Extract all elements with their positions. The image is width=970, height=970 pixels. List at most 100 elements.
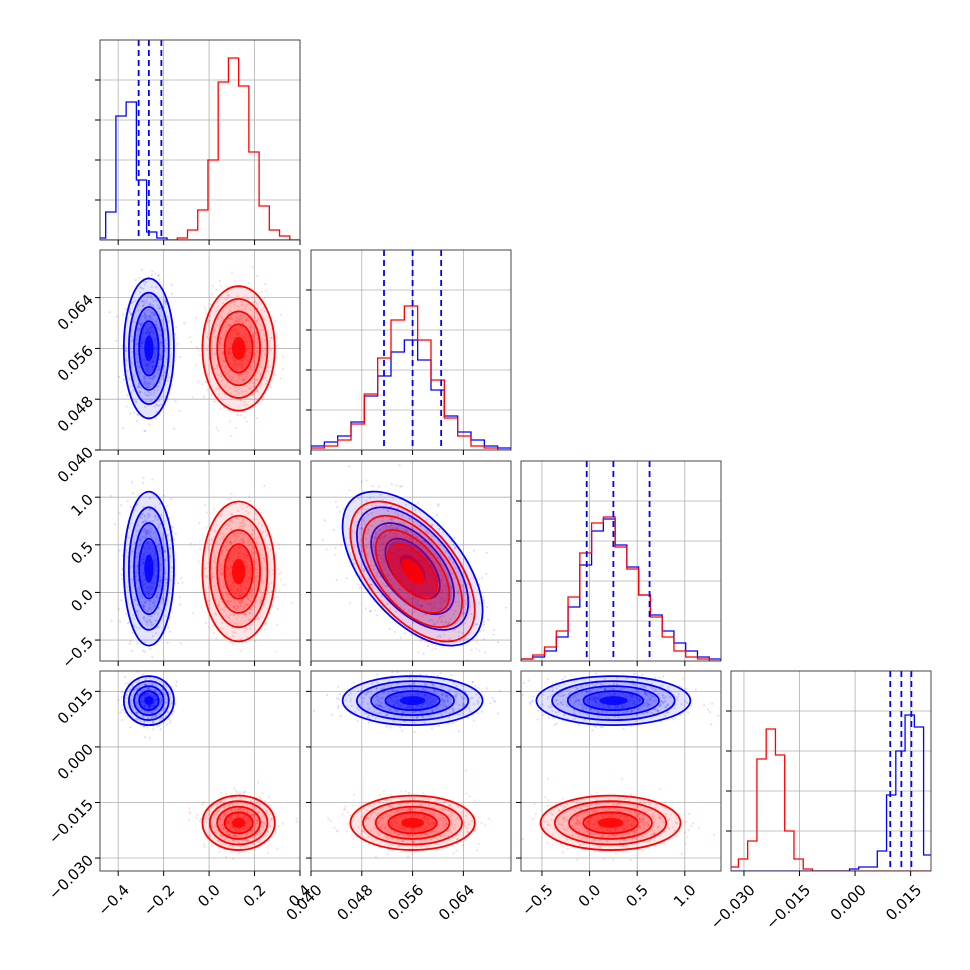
scatter-point [348, 489, 351, 492]
scatter-point [230, 379, 233, 383]
scatter-point [368, 578, 371, 581]
scatter-point [434, 647, 437, 650]
scatter-point [150, 711, 153, 715]
scatter-point [174, 326, 178, 329]
scatter-point [230, 584, 233, 587]
scatter-point [158, 576, 162, 579]
scatter-point [394, 539, 397, 542]
scatter-point [220, 563, 223, 566]
scatter-point [233, 363, 237, 366]
scatter-point [145, 550, 148, 554]
scatter-point [226, 600, 229, 603]
scatter-point [120, 573, 123, 576]
scatter-point [422, 652, 425, 655]
scatter-point [218, 349, 222, 352]
scatter-point [264, 529, 268, 532]
scatter-point [154, 323, 157, 326]
scatter-point [396, 574, 399, 577]
scatter-point [400, 547, 403, 551]
scatter-point [146, 710, 149, 713]
scatter-point [160, 334, 163, 337]
scatter-point [228, 351, 232, 354]
scatter-point [235, 362, 238, 365]
scatter-point [385, 584, 389, 587]
scatter-point [483, 601, 486, 604]
scatter-point [148, 547, 151, 550]
scatter-point [257, 617, 261, 621]
scatter-point [227, 323, 230, 327]
scatter-point [146, 529, 149, 532]
scatter-point [258, 386, 261, 389]
scatter-point [146, 530, 149, 533]
scatter-point [378, 541, 381, 545]
scatter-point [390, 578, 393, 581]
scatter-point [256, 617, 260, 620]
scatter-point [246, 594, 250, 597]
scatter-point [149, 618, 152, 622]
scatter-point [143, 301, 146, 304]
scatter-point [246, 636, 249, 639]
scatter-point [399, 567, 402, 570]
scatter-point [165, 581, 168, 584]
scatter-point [475, 623, 479, 626]
scatter-point [261, 325, 264, 328]
scatter-point [143, 703, 146, 706]
scatter-point [399, 557, 402, 560]
scatter-point [399, 522, 402, 525]
scatter-point [252, 385, 256, 388]
scatter-point [177, 581, 180, 585]
scatter-point [371, 586, 374, 589]
scatter-point [400, 589, 403, 592]
scatter-point [145, 368, 149, 372]
scatter-point [163, 550, 166, 554]
scatter-point [157, 606, 161, 609]
scatter-point [452, 562, 455, 565]
scatter-point [156, 274, 160, 277]
scatter-point [144, 600, 147, 603]
scatter-point [234, 607, 237, 611]
scatter-point [148, 589, 151, 593]
scatter-point [227, 324, 231, 328]
scatter-point [276, 623, 279, 626]
scatter-point [127, 589, 130, 592]
scatter-point [220, 316, 223, 320]
scatter-point [147, 704, 150, 707]
scatter-point [214, 612, 217, 615]
scatter-point [236, 555, 239, 558]
scatter-point [406, 535, 409, 538]
scatter-point [244, 390, 247, 393]
scatter-point [208, 813, 211, 817]
scatter-point [227, 832, 230, 836]
scatter-point [163, 364, 166, 368]
scatter-point [381, 541, 384, 544]
scatter-point [237, 532, 240, 535]
scatter-point [428, 528, 431, 531]
scatter-point [254, 558, 257, 561]
scatter-point [220, 353, 223, 356]
scatter-point [141, 521, 144, 524]
scatter-point [417, 586, 421, 590]
scatter-point [224, 855, 227, 859]
scatter-point [374, 504, 377, 507]
scatter-point [164, 302, 167, 306]
scatter-point [241, 519, 245, 523]
scatter-point [464, 637, 467, 641]
scatter-point [164, 571, 167, 575]
scatter-point [408, 518, 412, 521]
scatter-point [426, 532, 429, 535]
scatter-point [158, 334, 161, 337]
scatter-point [210, 348, 214, 351]
scatter-point [149, 548, 152, 551]
scatter-point [151, 365, 154, 369]
scatter-point [397, 551, 400, 554]
scatter-point [144, 581, 147, 585]
scatter-point [159, 680, 162, 683]
scatter-point [459, 566, 462, 569]
scatter-point [154, 514, 157, 518]
scatter-point [156, 594, 159, 597]
scatter-point [397, 550, 401, 553]
scatter-point [134, 278, 137, 282]
scatter-point [152, 598, 155, 601]
scatter-point [408, 595, 411, 598]
scatter-point [422, 587, 425, 591]
